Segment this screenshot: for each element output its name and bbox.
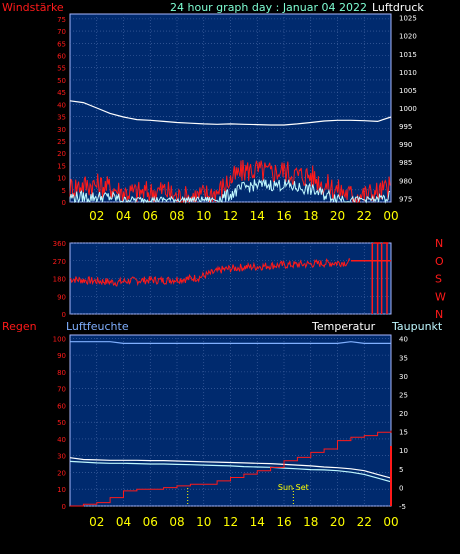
rain-panel-y-left-tick: 10: [57, 486, 66, 494]
wind-panel-y-left-tick: 75: [57, 16, 66, 24]
wind-panel-y-left-tick: 45: [57, 89, 66, 97]
wind-panel-y-right-tick: 1000: [399, 105, 417, 113]
dewpoint-line: [69, 460, 392, 483]
rain-panel-y-right-tick: 40: [399, 336, 408, 344]
temperature-line: [69, 457, 392, 479]
rain-panel-x-tick: 06: [143, 515, 158, 529]
direction-panel-y-left-tick: 0: [62, 311, 66, 319]
wind-panel-x-tick: 00: [383, 209, 398, 223]
wind-panel-x-tick: 04: [116, 209, 131, 223]
wind-panel-y-left-tick: 30: [57, 126, 66, 134]
rain-panel-y-right-tick: 15: [399, 429, 408, 437]
rain-panel-y-right-tick: 20: [399, 410, 408, 418]
wind-panel-x-tick: 18: [303, 209, 318, 223]
wind-panel-y-left-tick: 35: [57, 114, 66, 122]
wind-panel-y-left-tick: 50: [57, 77, 66, 85]
direction-panel-y-left-tick: 180: [53, 276, 66, 284]
wind-panel-y-left-tick: 60: [57, 53, 66, 61]
luftdruck-label: Luftdruck: [372, 1, 424, 14]
rain-panel-y-right-tick: 10: [399, 447, 408, 455]
direction-panel-y-left-tick: 360: [53, 240, 66, 248]
rain-panel-y-right-tick: 30: [399, 373, 408, 381]
sunset-label: Sun Set: [278, 483, 309, 492]
rain-panel-y-right-tick: 5: [399, 466, 403, 474]
rain-panel-y-right-tick: 0: [399, 484, 403, 492]
wind-panel-y-right-tick: 1010: [399, 69, 417, 77]
rain-panel-x-tick: 18: [303, 515, 318, 529]
direction-panel-y-left-tick: 90: [57, 293, 66, 301]
chart-title: 24 hour graph day : Januar 04 2022: [170, 1, 367, 14]
wind-panel-y-right-tick: 1005: [399, 87, 417, 95]
wind-gust-line: [69, 159, 391, 204]
rain-panel-x-tick: 22: [357, 515, 372, 529]
rain-panel-x-tick: 12: [223, 515, 238, 529]
wind-panel-x-tick: 22: [357, 209, 372, 223]
wind-panel-x-tick: 12: [223, 209, 238, 223]
wind-panel-y-left-tick: 25: [57, 138, 66, 146]
wind-panel-x-tick: 14: [250, 209, 265, 223]
rain-panel-x-tick: 10: [196, 515, 211, 529]
regen-label: Regen: [2, 320, 37, 333]
wind-panel-x-tick: 10: [196, 209, 211, 223]
rain-panel-y-left-tick: 50: [57, 419, 66, 427]
wind-panel-y-right-tick: 975: [399, 195, 412, 203]
rain-panel-y-left-tick: 30: [57, 453, 66, 461]
rain-panel-y-left-tick: 20: [57, 469, 66, 477]
rain-panel-x-tick: 20: [330, 515, 345, 529]
rain-panel-y-left-tick: 80: [57, 369, 66, 377]
pressure-line: [69, 100, 392, 126]
rain-panel-y-left-tick: 60: [57, 402, 66, 410]
rain-panel-y-left-tick: 40: [57, 436, 66, 444]
rain-panel-x-tick: 00: [383, 515, 398, 529]
rain-panel-y-left-tick: 100: [53, 335, 66, 343]
wind-panel-y-left-tick: 10: [57, 175, 66, 183]
direction-compass-label: S: [435, 273, 442, 286]
wind-panel-y-right-tick: 1015: [399, 51, 417, 59]
luftfeuchte-label: Luftfeuchte: [66, 320, 129, 333]
direction-compass-label: W: [435, 290, 446, 303]
wind-panel-y-left-tick: 55: [57, 65, 66, 73]
temperatur-label: Temperatur: [311, 320, 376, 333]
direction-panel-y-left-tick: 270: [53, 258, 66, 266]
wind-direction-line: [69, 257, 351, 287]
wind-panel-y-right-tick: 1025: [399, 15, 417, 23]
wind-panel-y-left-tick: 5: [62, 187, 66, 195]
wind-panel-y-right-tick: 985: [399, 159, 412, 167]
rain-panel-y-left-tick: 0: [62, 503, 66, 511]
wind-panel-y-left-tick: 20: [57, 150, 66, 158]
rain-panel-y-right-tick: 35: [399, 354, 408, 362]
wind-panel-x-tick: 02: [89, 209, 104, 223]
rain-panel-y-left-tick: 90: [57, 352, 66, 360]
wind-panel-y-left-tick: 0: [62, 199, 66, 207]
wind-panel-y-left-tick: 65: [57, 40, 66, 48]
taupunkt-label: Taupunkt: [391, 320, 443, 333]
direction-compass-label: N: [435, 308, 443, 321]
wind-panel-y-right-tick: 980: [399, 177, 412, 185]
wind-panel-y-right-tick: 995: [399, 123, 412, 131]
wind-panel-x-tick: 06: [143, 209, 158, 223]
rain-line: [70, 430, 392, 507]
wind-panel-y-left-tick: 15: [57, 162, 66, 170]
wind-panel-y-right-tick: 990: [399, 141, 412, 149]
rain-panel-x-tick: 08: [169, 515, 184, 529]
windstaerke-label: Windstärke: [2, 1, 64, 14]
rain-panel-x-tick: 02: [89, 515, 104, 529]
wind-panel-y-right-tick: 1020: [399, 33, 417, 41]
humidity-line: [70, 341, 391, 344]
rain-panel-y-left-tick: 70: [57, 386, 66, 394]
wind-panel-y-left-tick: 40: [57, 101, 66, 109]
rain-panel-y-right-tick: 25: [399, 391, 408, 399]
direction-compass-label: N: [435, 237, 443, 250]
rain-panel-x-tick: 14: [250, 515, 265, 529]
direction-compass-label: O: [435, 255, 444, 268]
wind-panel-x-tick: 20: [330, 209, 345, 223]
wind-panel-x-tick: 16: [276, 209, 291, 223]
rain-panel-x-tick: 04: [116, 515, 131, 529]
rain-panel-x-tick: 16: [276, 515, 291, 529]
wind-speed-line: [69, 178, 391, 204]
wind-panel-y-left-tick: 70: [57, 28, 66, 36]
wind-panel-x-tick: 08: [169, 209, 184, 223]
rain-panel-y-right-tick: -5: [399, 503, 406, 511]
